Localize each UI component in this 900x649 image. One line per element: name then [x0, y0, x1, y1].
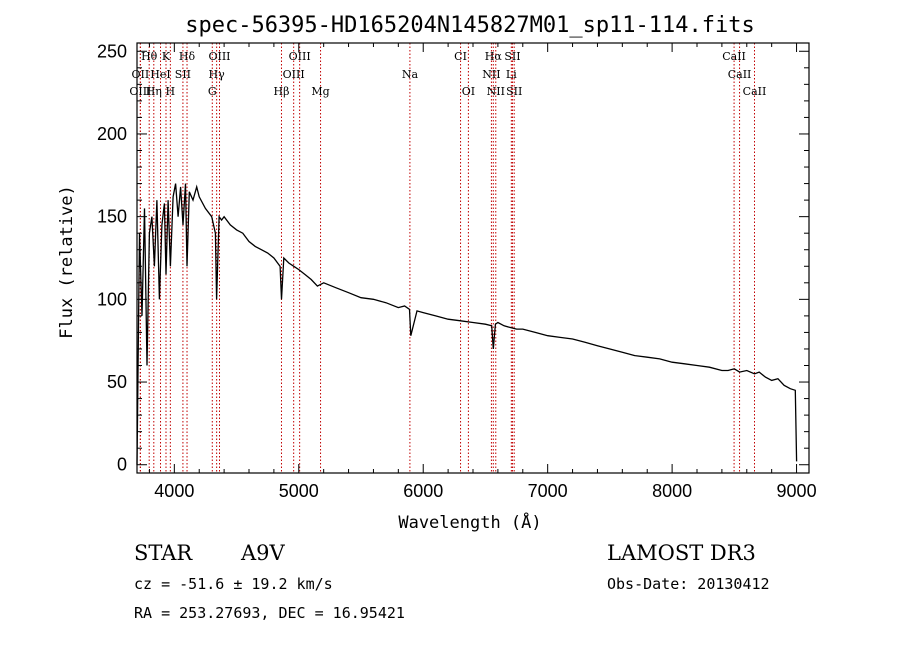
coordinates: RA = 253.27693, DEC = 16.95421	[134, 604, 405, 622]
y-tick-label: 200	[97, 124, 127, 144]
spectral-line-markers	[139, 43, 755, 473]
plot-frame	[136, 42, 810, 474]
spectral-line-label: Hβ	[274, 85, 290, 98]
x-axis-label: Wavelength (Å)	[398, 511, 541, 533]
spectral-line-label: Na	[402, 68, 419, 81]
y-tick-label: 250	[97, 41, 127, 61]
y-axis-label: Flux (relative)	[57, 185, 77, 339]
object-class: STAR	[134, 541, 193, 565]
spectral-line-label: NII	[482, 68, 500, 81]
spectral-line-label: OIII	[208, 50, 230, 63]
y-tick-label: 150	[97, 207, 127, 227]
spectral-line-label: OIII	[289, 50, 311, 63]
spectral-line-label: CaII	[728, 68, 752, 81]
observation-date: Obs-Date: 20130412	[607, 575, 770, 593]
spectral-line-label: OI	[462, 85, 475, 98]
spectral-line-label: SII	[504, 50, 520, 63]
spectral-line-label: NII	[487, 85, 505, 98]
spectral-line-label: Hγ	[209, 68, 226, 81]
x-tick-label: 5000	[279, 481, 319, 501]
y-tick-label: 100	[97, 289, 127, 309]
spectral-line-label: H	[166, 85, 176, 98]
axis-ticks: 4000 5000 6000 7000 8000 9000 0 50 100 150 200 250	[97, 41, 817, 501]
spectral-line-label: CaII	[743, 85, 767, 98]
spectrum-series-line	[136, 183, 798, 465]
survey-name: LAMOST DR3	[607, 541, 756, 565]
redshift-info: cz = -51.6 ± 19.2 km/s	[134, 575, 333, 593]
spectral-line-label: HeI	[150, 68, 170, 81]
x-tick-label: 7000	[528, 481, 568, 501]
spectral-line-label: G	[208, 85, 217, 98]
spectral-line-label: OIII	[129, 85, 151, 98]
spectral-line-label: SII	[506, 85, 522, 98]
spectral-line-label: CaII	[722, 50, 746, 63]
x-tick-label: 4000	[154, 481, 194, 501]
spectral-line-label: CI	[454, 50, 467, 63]
x-tick-label: 8000	[652, 481, 692, 501]
spectral-line-label: Li	[506, 68, 517, 81]
y-tick-label: 50	[107, 372, 127, 392]
spectral-line-label: Hδ	[179, 50, 196, 63]
x-tick-label: 9000	[777, 481, 817, 501]
object-subclass: A9V	[241, 541, 285, 565]
y-tick-label: 0	[117, 455, 127, 475]
spectral-line-label: Hη	[146, 85, 162, 98]
spectral-line-label: Hθ	[141, 50, 158, 63]
spectral-line-label: Mg	[311, 85, 329, 98]
spectral-line-label: OII	[132, 68, 150, 81]
spectral-line-label: SII	[175, 68, 191, 81]
spectral-line-label: Hα	[485, 50, 503, 63]
spectral-line-label: OIII	[283, 68, 305, 81]
spectral-line-label: K	[162, 50, 171, 63]
chart-title: spec-56395-HD165204N145827M01_sp11-114.f…	[185, 13, 755, 38]
x-tick-label: 6000	[403, 481, 443, 501]
